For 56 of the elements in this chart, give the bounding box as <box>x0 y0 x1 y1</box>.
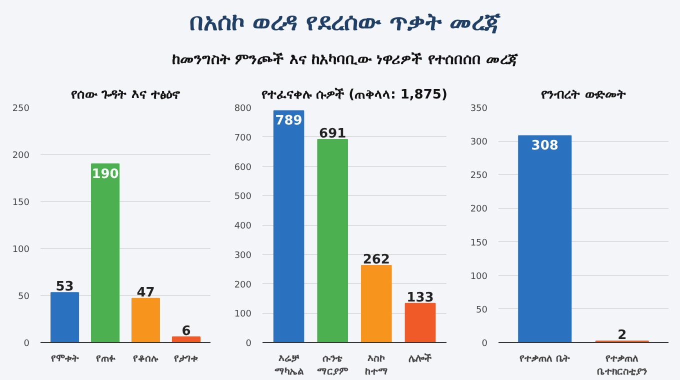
y-tick-label: 0 <box>246 339 252 349</box>
x-tick-label: የቆሰሉ <box>133 354 160 364</box>
y-tick-label: 50 <box>476 305 488 316</box>
x-tick-label: ሱንቴ ማርያም <box>317 354 350 378</box>
data-label: 262 <box>362 252 390 268</box>
data-label: 47 <box>136 285 155 300</box>
chart-title: የንብረት ውድመት <box>541 88 626 102</box>
x-tick-label: የሞቱት <box>50 354 79 364</box>
bar <box>317 139 348 342</box>
data-label: 308 <box>531 138 558 154</box>
bar <box>361 265 392 342</box>
y-tick-label: 700 <box>234 133 252 144</box>
data-label: 133 <box>406 290 434 306</box>
y-tick-label: 400 <box>234 222 252 232</box>
data-label: 2 <box>618 328 627 344</box>
y-tick-label: 200 <box>12 151 30 161</box>
bar <box>172 336 200 342</box>
data-label: 190 <box>92 166 119 182</box>
y-tick-label: 0 <box>24 339 30 349</box>
chart-title: የተፈናቀሉ ሱዎች (ጠቅላላ: 1,875) <box>262 88 448 102</box>
data-label: 691 <box>319 126 346 142</box>
y-tick-label: 200 <box>470 204 488 215</box>
x-tick-label: ሌሎች <box>408 354 433 364</box>
y-tick-label: 50 <box>18 292 30 302</box>
x-tick-label: የተቃጠለ ቤት <box>520 354 570 364</box>
data-label: 789 <box>275 114 302 129</box>
x-tick-label: እሬቻ ማካኤል <box>274 354 304 378</box>
y-tick-label: 100 <box>470 272 488 282</box>
x-tick-label: የጠፉ <box>96 354 116 364</box>
y-tick-label: 250 <box>470 171 488 182</box>
y-tick-label: 350 <box>470 104 488 114</box>
y-tick-label: 800 <box>234 104 252 114</box>
y-tick-label: 500 <box>234 192 252 202</box>
x-tick-label: የተቃጠለ ቤተክርስቲያን <box>597 354 648 378</box>
bar <box>91 163 120 342</box>
y-tick-label: 150 <box>470 238 488 248</box>
y-tick-label: 100 <box>234 310 252 320</box>
bar <box>50 292 80 342</box>
y-tick-label: 150 <box>12 198 30 208</box>
y-tick-label: 100 <box>12 245 30 255</box>
bar <box>131 298 160 342</box>
bar <box>404 302 436 342</box>
text: በአሰኮ ወረዳ የደረሰው ጥቃት መረጃ <box>189 7 501 38</box>
data-label: 6 <box>182 324 191 339</box>
y-tick-label: 300 <box>234 250 252 261</box>
x-tick-label: እስኮ ከተማ <box>364 354 388 378</box>
y-tick-label: 0 <box>482 339 488 349</box>
text: ከመንግስት ምንጮች እና ከአካባቢው ነዋሪዎች የተሰበሰበ መረጃ <box>172 49 518 70</box>
x-tick-label: የታገቱ <box>174 354 198 364</box>
y-tick-label: 200 <box>234 280 252 290</box>
y-tick-label: 250 <box>12 104 30 114</box>
y-tick-label: 300 <box>470 138 488 148</box>
chart-title: የሰው ጉዳት እና ተፅዕኖ <box>71 88 181 102</box>
bar <box>273 110 304 342</box>
data-label: 53 <box>56 280 74 295</box>
y-tick-label: 600 <box>234 162 252 173</box>
